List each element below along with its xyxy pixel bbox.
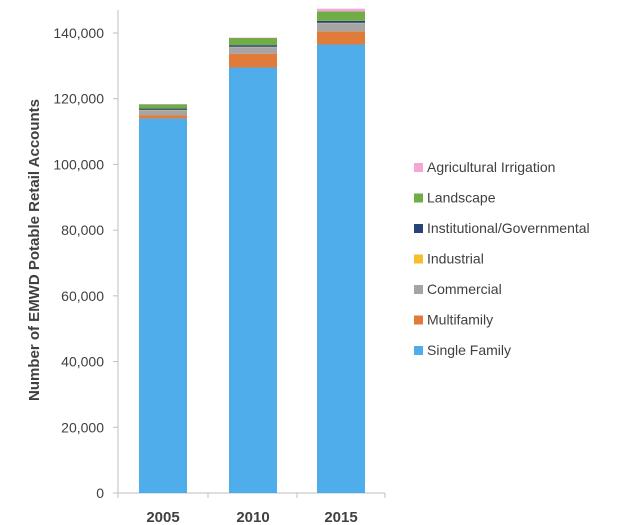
legend-swatch	[414, 254, 423, 264]
y-tick-label: 40,000	[61, 354, 104, 370]
legend-label: Multifamily	[427, 312, 493, 328]
bars	[139, 8, 365, 493]
legend-swatch	[414, 285, 423, 294]
bar-segment	[229, 67, 277, 493]
bar-segment	[139, 108, 187, 110]
y-tick-label: 0	[96, 485, 104, 501]
bar-segment	[317, 11, 365, 21]
bar-segment	[139, 104, 187, 109]
y-tick-label: 60,000	[61, 288, 104, 304]
y-tick-label: 140,000	[53, 25, 104, 41]
bar-segment	[229, 45, 277, 47]
legend-swatch	[414, 193, 423, 203]
bar-segment	[139, 118, 187, 493]
bar-segment	[229, 47, 277, 54]
x-tick-label: 2015	[324, 509, 357, 525]
bar-segment	[229, 37, 277, 46]
x-tick-label: 2010	[236, 509, 269, 525]
axes: 0 20,000 40,000 60,000 80,000 100,000 120,000 1…	[53, 10, 386, 525]
bar-segment	[139, 110, 187, 116]
legend-label: Landscape	[427, 190, 496, 206]
y-tick-label: 100,000	[53, 156, 104, 172]
y-tick-label: 20,000	[61, 419, 104, 435]
legend-swatch	[414, 315, 423, 325]
bar-segment	[229, 53, 277, 68]
legend-swatch	[414, 224, 423, 233]
y-tick-label: 120,000	[53, 91, 104, 107]
bar-segment	[317, 44, 365, 493]
x-tick-label: 2005	[146, 509, 179, 525]
bar-segment	[139, 115, 187, 119]
legend-swatch	[414, 163, 423, 172]
legend-label: Single Family	[427, 342, 511, 358]
legend-label: Agricultural Irrigation	[427, 159, 555, 175]
bar-segment	[317, 20, 365, 23]
y-tick-label: 80,000	[61, 222, 104, 238]
legend-swatch	[414, 346, 423, 355]
legend-label: Industrial	[427, 251, 484, 267]
legend: Agricultural Irrigation Landscape Institut…	[414, 159, 590, 358]
legend-label: Institutional/Governmental	[427, 220, 590, 236]
bar-segment	[317, 23, 365, 32]
y-axis-label: Number of EMWD Potable Retail Accounts	[26, 99, 43, 401]
legend-label: Commercial	[427, 281, 502, 297]
bar-segment	[317, 8, 365, 12]
bar-segment	[317, 31, 365, 45]
